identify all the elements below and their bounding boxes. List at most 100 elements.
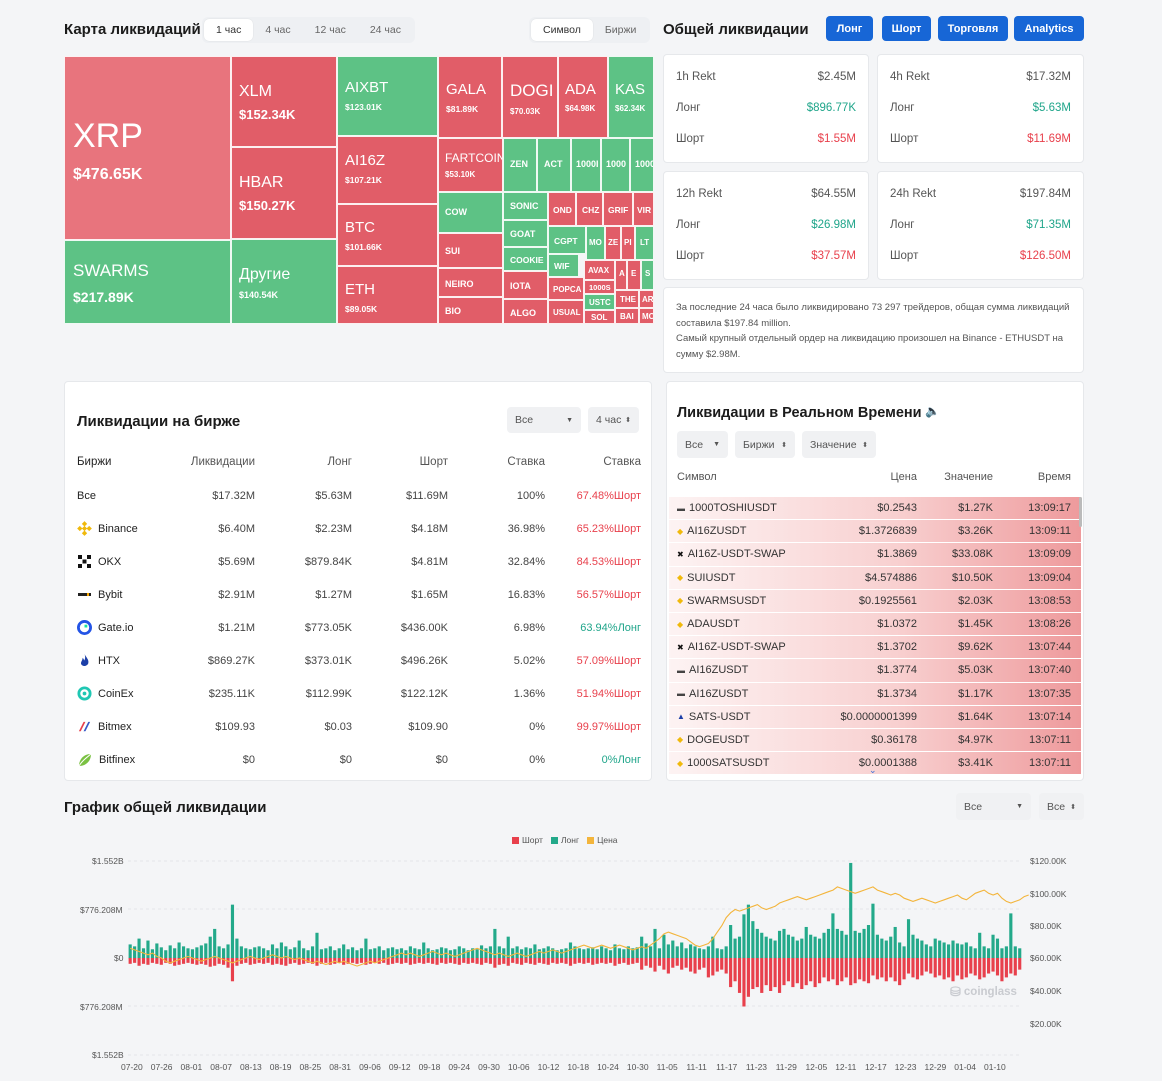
short-bar[interactable] xyxy=(938,958,942,976)
tile-chz[interactable]: CHZ xyxy=(576,192,603,226)
long-bar[interactable] xyxy=(608,950,613,958)
long-bar[interactable] xyxy=(355,950,359,958)
long-bar[interactable] xyxy=(1004,946,1008,958)
short-bar[interactable] xyxy=(155,958,159,964)
short-bar[interactable] xyxy=(809,958,813,982)
long-bar[interactable] xyxy=(657,948,662,958)
long-bar[interactable] xyxy=(199,945,203,958)
short-bar[interactable] xyxy=(644,958,648,966)
short-bar[interactable] xyxy=(942,958,946,980)
tile-mc[interactable]: MC xyxy=(639,308,654,324)
short-bar[interactable] xyxy=(760,958,764,993)
short-bar[interactable] xyxy=(720,958,724,970)
long-bar[interactable] xyxy=(235,938,239,958)
long-bar[interactable] xyxy=(391,947,395,958)
short-bar[interactable] xyxy=(444,958,448,964)
short-bar[interactable] xyxy=(520,958,524,965)
tile-eth[interactable]: ETH $89.05K xyxy=(337,266,438,324)
table-row[interactable]: HTX $869.27K $373.01K $496.26K 5.02% 57.09%Шо… xyxy=(77,644,641,677)
short-bar[interactable] xyxy=(889,958,893,978)
short-bar[interactable] xyxy=(818,958,822,984)
long-bar[interactable] xyxy=(155,943,159,958)
short-bar[interactable] xyxy=(399,958,404,964)
list-item[interactable]: ◆ DOGEUSDT $0.36178 $4.97K 13:07:11 xyxy=(669,728,1081,753)
short-bar[interactable] xyxy=(177,958,181,965)
tile-ai16z[interactable]: AI16Z $107.21K xyxy=(337,136,438,204)
short-bar[interactable] xyxy=(662,958,666,970)
exchange-filter-select[interactable]: Все ▼ xyxy=(507,407,581,433)
long-bar[interactable] xyxy=(159,947,163,958)
tile-gala[interactable]: GALA $81.89K xyxy=(438,56,502,138)
long-bar[interactable] xyxy=(631,948,635,958)
tile-popca[interactable]: POPCA xyxy=(548,277,584,300)
long-button[interactable]: Лонг xyxy=(826,16,873,41)
long-bar[interactable] xyxy=(533,944,537,958)
short-bar[interactable] xyxy=(230,958,235,982)
short-bar[interactable] xyxy=(844,958,848,978)
tile-goat[interactable]: GOAT xyxy=(503,220,548,247)
short-bar[interactable] xyxy=(822,958,826,978)
long-bar[interactable] xyxy=(222,948,226,958)
short-bar[interactable] xyxy=(924,958,928,972)
short-bar[interactable] xyxy=(595,958,599,964)
short-bar[interactable] xyxy=(488,958,493,964)
long-bar[interactable] xyxy=(924,944,928,958)
long-bar[interactable] xyxy=(524,947,528,958)
tile-algo[interactable]: ALGO xyxy=(503,299,548,324)
short-bar[interactable] xyxy=(391,958,395,964)
short-bar[interactable] xyxy=(479,958,484,965)
short-bar[interactable] xyxy=(1013,958,1017,976)
short-bar[interactable] xyxy=(853,958,857,984)
long-bar[interactable] xyxy=(177,942,181,958)
short-bar[interactable] xyxy=(533,958,537,965)
short-bar[interactable] xyxy=(164,958,168,963)
speaker-muted-icon[interactable]: 🔈 xyxy=(925,404,940,418)
short-bar[interactable] xyxy=(239,958,243,964)
short-bar[interactable] xyxy=(764,958,768,986)
long-bar[interactable] xyxy=(751,921,755,958)
tile-sol[interactable]: SOL xyxy=(584,310,615,324)
long-bar[interactable] xyxy=(769,938,773,958)
long-bar[interactable] xyxy=(987,948,991,958)
short-bar[interactable] xyxy=(128,958,132,964)
long-bar[interactable] xyxy=(604,948,608,958)
long-bar[interactable] xyxy=(960,944,964,958)
short-bar[interactable] xyxy=(448,958,452,963)
long-bar[interactable] xyxy=(306,950,310,958)
short-bar[interactable] xyxy=(657,958,662,966)
long-bar[interactable] xyxy=(697,948,702,958)
short-bar[interactable] xyxy=(729,958,733,988)
short-bar[interactable] xyxy=(408,958,412,965)
long-bar[interactable] xyxy=(488,946,493,958)
short-bar[interactable] xyxy=(826,958,831,982)
short-bar[interactable] xyxy=(253,958,257,964)
short-bar[interactable] xyxy=(328,958,332,965)
short-bar[interactable] xyxy=(973,958,977,976)
short-bar[interactable] xyxy=(413,958,417,964)
tile-vir[interactable]: VIR xyxy=(633,192,654,226)
long-bar[interactable] xyxy=(777,930,782,958)
short-bar[interactable] xyxy=(960,958,964,980)
long-bar[interactable] xyxy=(675,946,679,958)
tile-sui[interactable]: SUI xyxy=(438,233,503,268)
long-bar[interactable] xyxy=(871,903,875,958)
long-bar[interactable] xyxy=(137,938,141,958)
long-bar[interactable] xyxy=(270,944,275,958)
short-bar[interactable] xyxy=(982,958,986,978)
list-item[interactable]: ▲ SATS-USDT $0.0000001399 $1.64K 13:07:14 xyxy=(669,705,1081,729)
short-bar[interactable] xyxy=(297,958,301,965)
long-bar[interactable] xyxy=(431,950,435,958)
short-bar[interactable] xyxy=(804,958,808,986)
long-bar[interactable] xyxy=(310,946,315,958)
short-bar[interactable] xyxy=(515,958,519,964)
short-bar[interactable] xyxy=(502,958,506,964)
long-bar[interactable] xyxy=(804,926,808,958)
long-bar[interactable] xyxy=(417,949,421,958)
long-bar[interactable] xyxy=(702,949,706,958)
list-item[interactable]: ▬ AI16ZUSDT $1.3734 $1.17K 13:07:35 xyxy=(669,682,1081,706)
short-bar[interactable] xyxy=(204,958,208,965)
short-bar[interactable] xyxy=(262,958,266,964)
long-bar[interactable] xyxy=(689,944,693,958)
short-bar[interactable] xyxy=(831,958,835,980)
table-row[interactable]: Gate.io $1.21M $773.05K $436.00K 6.98% 63.94%… xyxy=(77,611,641,644)
